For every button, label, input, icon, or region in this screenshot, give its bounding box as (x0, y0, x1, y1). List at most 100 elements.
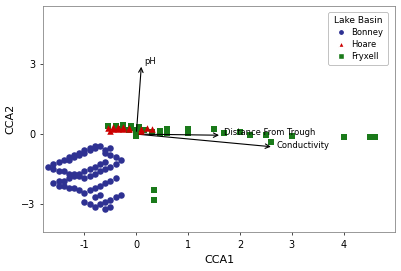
Point (105, 124, 111, 128)
Point (120, 125, 127, 129)
Text: pH: pH (144, 57, 156, 66)
Point (107, 197, 113, 202)
Point (340, 135, 347, 139)
Point (91, 172, 98, 176)
Point (112, 126, 119, 130)
Point (144, 126, 150, 130)
Point (237, 130, 243, 134)
Point (102, 148, 108, 153)
Point (55, 179, 62, 183)
Point (107, 165, 113, 169)
Point (125, 127, 132, 132)
Point (110, 127, 116, 132)
Point (102, 207, 108, 211)
Point (102, 151, 108, 155)
Point (102, 181, 108, 185)
Point (55, 169, 62, 174)
Point (87, 174, 93, 178)
Point (115, 125, 122, 129)
Point (268, 140, 274, 144)
Point (120, 125, 127, 130)
Text: Distance From Trough: Distance From Trough (225, 128, 316, 137)
Point (125, 125, 132, 130)
Point (61, 183, 67, 188)
Point (61, 169, 67, 174)
Point (107, 146, 113, 150)
Point (91, 165, 98, 169)
Point (76, 188, 83, 192)
Point (81, 148, 88, 153)
Point (120, 123, 127, 127)
Point (61, 179, 67, 183)
Point (117, 127, 124, 132)
Point (138, 127, 145, 131)
Point (247, 133, 253, 137)
Point (367, 135, 373, 139)
Point (81, 190, 88, 195)
Point (91, 146, 98, 150)
Point (185, 127, 191, 132)
Point (102, 160, 108, 164)
Point (91, 186, 98, 190)
Point (55, 183, 62, 188)
Point (91, 204, 98, 209)
Point (87, 146, 93, 150)
Point (151, 197, 158, 202)
Point (289, 134, 295, 138)
Point (81, 176, 88, 181)
Point (107, 128, 113, 133)
Point (128, 124, 134, 128)
Point (136, 127, 142, 131)
Point (112, 124, 119, 128)
Point (117, 158, 124, 162)
Point (81, 169, 88, 174)
Point (112, 155, 119, 160)
Point (97, 202, 103, 207)
Text: Conductivity: Conductivity (276, 141, 329, 150)
Point (128, 125, 134, 130)
Point (185, 131, 191, 135)
Point (133, 128, 140, 132)
Point (263, 133, 269, 137)
Point (71, 186, 77, 190)
Legend: Bonney, Hoare, Fryxell: Bonney, Hoare, Fryxell (328, 12, 388, 65)
Point (71, 172, 77, 176)
Point (164, 131, 170, 135)
Point (107, 153, 113, 157)
Point (91, 195, 98, 199)
Point (110, 125, 116, 129)
Point (66, 172, 72, 176)
Point (112, 195, 119, 199)
Point (125, 128, 132, 132)
Point (97, 162, 103, 167)
Point (151, 188, 158, 192)
Point (91, 144, 98, 148)
Point (102, 200, 108, 204)
Point (55, 160, 62, 164)
Point (45, 165, 51, 169)
X-axis label: CCA1: CCA1 (204, 256, 234, 265)
Point (76, 153, 83, 157)
Point (112, 176, 119, 181)
Point (50, 162, 57, 167)
Point (221, 131, 228, 135)
Point (71, 153, 77, 157)
Point (71, 155, 77, 160)
Point (138, 128, 145, 133)
Point (87, 188, 93, 192)
Point (156, 131, 163, 135)
Point (66, 158, 72, 162)
Point (117, 193, 124, 197)
Point (97, 183, 103, 188)
Point (97, 144, 103, 148)
Point (81, 200, 88, 204)
Point (87, 167, 93, 171)
Point (211, 127, 217, 132)
Point (87, 148, 93, 153)
Point (107, 179, 113, 183)
Point (136, 125, 142, 129)
Point (76, 151, 83, 155)
Point (50, 181, 57, 185)
Point (102, 167, 108, 171)
Point (105, 126, 111, 130)
